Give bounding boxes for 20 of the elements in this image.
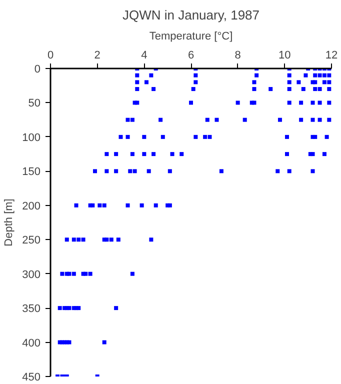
- y-tick-label: 350: [22, 303, 41, 316]
- x-tick-label: 10: [278, 50, 291, 62]
- y-tick-label: 100: [22, 132, 41, 144]
- x-tick-label: 6: [188, 50, 194, 62]
- x-tick-label: 12: [325, 50, 338, 62]
- y-tick-label: 0: [34, 64, 41, 76]
- y-axis-title: Depth [m]: [3, 198, 16, 246]
- y-tick-label: 450: [22, 372, 41, 384]
- x-tick-label: 0: [47, 50, 54, 62]
- x-tick-label: 2: [94, 50, 100, 62]
- x-axis-title: Temperature [°C]: [149, 30, 233, 42]
- chart-title: JQWN in January, 1987: [122, 8, 260, 22]
- y-tick-label: 200: [22, 200, 41, 212]
- y-tick-label: 250: [22, 234, 41, 247]
- y-tick-label: 300: [22, 268, 41, 281]
- y-tick-label: 50: [28, 98, 41, 110]
- x-tick-label: 4: [141, 50, 148, 62]
- y-tick-label: 150: [22, 166, 41, 178]
- x-tick-label: 8: [234, 50, 241, 62]
- y-tick-label: 400: [22, 337, 41, 350]
